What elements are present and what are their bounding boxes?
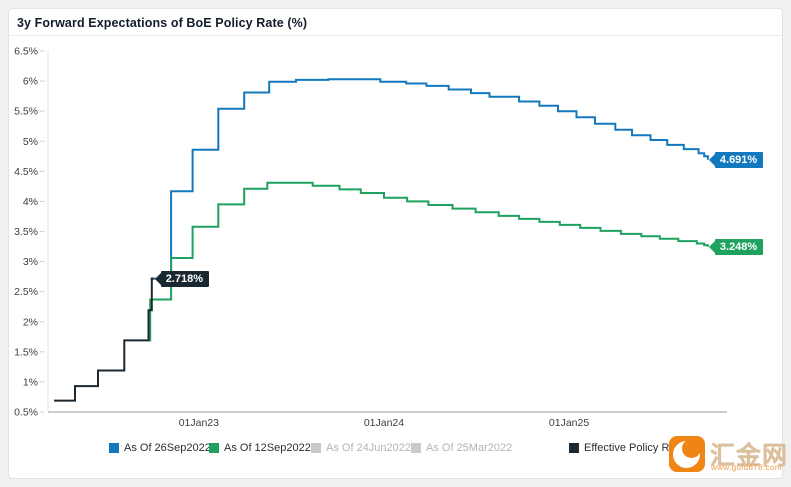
svg-text:5.5%: 5.5% (14, 106, 38, 118)
legend-item-as-of-12sep2022[interactable]: As Of 12Sep2022 (209, 441, 311, 454)
svg-text:6%: 6% (23, 76, 38, 88)
svg-text:3%: 3% (23, 256, 38, 268)
svg-text:4%: 4% (23, 196, 38, 208)
series-end-value: 2.718% (165, 272, 203, 285)
title-divider (9, 35, 782, 36)
svg-text:01Jan23: 01Jan23 (179, 417, 219, 429)
legend-item-effective-policy-rate[interactable]: Effective Policy Rate (569, 441, 685, 454)
svg-text:0.5%: 0.5% (14, 407, 38, 419)
legend-swatch-icon (109, 442, 119, 453)
svg-text:2.5%: 2.5% (14, 286, 38, 298)
series-end-label: 2.718% (154, 270, 209, 287)
svg-text:01Jan24: 01Jan24 (364, 417, 404, 429)
svg-text:1.5%: 1.5% (14, 346, 38, 358)
callout-arrow-icon (154, 271, 162, 286)
legend-item-as-of-26sep2022[interactable]: As Of 26Sep2022 (109, 441, 211, 454)
legend-label: Effective Policy Rate (584, 441, 685, 454)
legend-label: As Of 12Sep2022 (224, 441, 311, 454)
callout-arrow-icon (708, 239, 716, 254)
legend-label: As Of 24Jun2022 (326, 441, 412, 454)
legend-item-as-of-24jun2022[interactable]: As Of 24Jun2022 (311, 441, 411, 454)
svg-text:6.5%: 6.5% (14, 46, 38, 58)
chart-legend: As Of 26Sep2022 As Of 12Sep2022 As Of 24Ju… (9, 9, 782, 478)
watermark-url: www.gold678.com (711, 463, 782, 472)
series-end-value: 3.248% (719, 240, 758, 253)
svg-text:2%: 2% (23, 316, 38, 328)
legend-label: As Of 25Mar2022 (426, 441, 513, 454)
chart-canvas[interactable]: 6.5% 6% 5.5% 5% 4.5% 4% 3.5% 3% 2.5% 2% 1.5% 1% 0.5%… (9, 9, 784, 480)
svg-text:4.5%: 4.5% (14, 166, 38, 178)
legend-label: As Of 26Sep2022 (124, 441, 211, 454)
svg-text:01Jan25: 01Jan25 (549, 417, 589, 429)
legend-item-as-of-25mar2022[interactable]: As Of 25Mar2022 (411, 441, 512, 454)
svg-text:3.5%: 3.5% (14, 226, 38, 238)
callout-arrow-icon (708, 152, 716, 167)
svg-text:1%: 1% (23, 376, 38, 388)
huijin-logo-icon (669, 436, 705, 472)
legend-swatch-icon (311, 442, 321, 453)
chart-card: 3y Forward Expectations of BoE Policy Ra… (8, 8, 789, 480)
legend-swatch-icon (569, 442, 579, 453)
svg-text:5%: 5% (23, 136, 38, 148)
legend-swatch-icon (411, 442, 421, 453)
series-end-value: 4.691% (719, 153, 758, 166)
watermark-brand: 汇金网 (710, 442, 789, 470)
legend-swatch-icon (209, 442, 219, 453)
series-end-label: 3.248% (708, 238, 764, 255)
series-end-label: 4.691% (708, 151, 764, 168)
chart-title: 3y Forward Expectations of BoE Policy Ra… (17, 16, 308, 30)
